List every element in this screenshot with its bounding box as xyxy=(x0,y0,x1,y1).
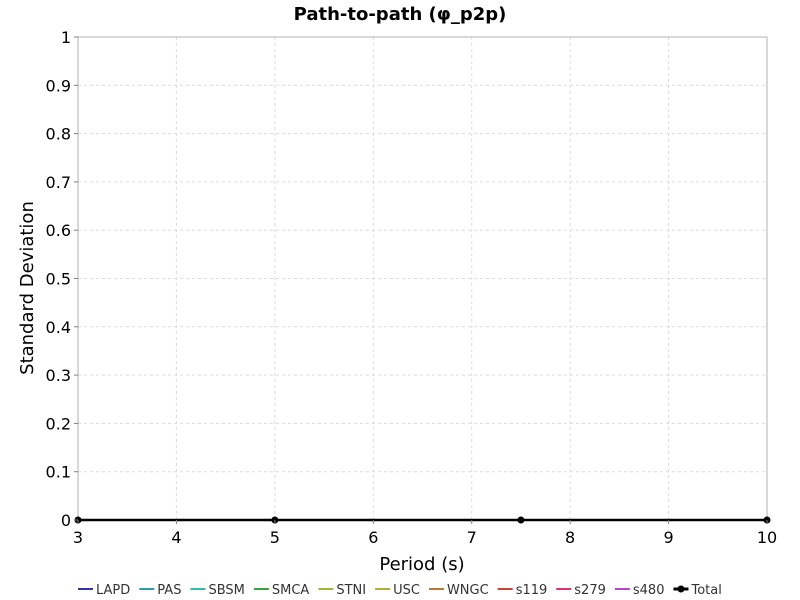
y-tick-label: 0.6 xyxy=(46,221,71,240)
x-tick-label: 9 xyxy=(663,528,673,547)
y-tick-label: 0 xyxy=(61,511,71,530)
legend-label: s480 xyxy=(633,583,665,598)
series-lines xyxy=(74,516,771,524)
y-tick-label: 0.5 xyxy=(46,270,71,289)
legend-label: LAPD xyxy=(96,583,130,598)
x-axis-label: Period (s) xyxy=(379,554,464,575)
legend-item-lapd: LAPD xyxy=(78,583,130,598)
y-tick-label: 1 xyxy=(61,28,71,47)
legend-label: s119 xyxy=(516,583,548,598)
legend-label: s279 xyxy=(574,583,606,598)
legend-item-smca: SMCA xyxy=(253,583,310,598)
legend-item-s119: s119 xyxy=(497,583,548,598)
legend-label: SMCA xyxy=(272,583,310,598)
x-tick-label: 10 xyxy=(757,528,777,547)
data-point-total xyxy=(517,516,525,524)
gridlines xyxy=(77,36,768,521)
legend-item-total: Total xyxy=(673,583,722,598)
legend: LAPD PAS SBSM SMCA STNI USC WNGC s119 s279 s480 To… xyxy=(78,583,722,598)
chart-title: Path-to-path (φ_p2p) xyxy=(294,4,507,25)
x-tick-label: 5 xyxy=(270,528,280,547)
y-axis-ticks: 0 0.1 0.2 0.3 0.4 0.5 0.6 0.7 0.8 0.9 1 xyxy=(46,28,78,530)
x-tick-label: 7 xyxy=(467,528,477,547)
legend-label: SBSM xyxy=(208,583,244,598)
legend-item-stni: STNI xyxy=(318,583,366,598)
y-tick-label: 0.9 xyxy=(46,76,71,95)
x-axis-ticks: 3 4 5 6 7 8 9 10 xyxy=(73,520,777,547)
legend-item-sbsm: SBSM xyxy=(190,583,245,598)
legend-label: STNI xyxy=(336,583,366,598)
x-tick-label: 8 xyxy=(565,528,575,547)
x-tick-label: 3 xyxy=(73,528,83,547)
legend-item-wngc: WNGC xyxy=(428,583,489,598)
legend-label: WNGC xyxy=(447,583,489,598)
legend-label: PAS xyxy=(157,583,181,598)
y-axis-label: Standard Deviation xyxy=(17,201,38,375)
legend-item-usc: USC xyxy=(375,583,420,598)
y-tick-label: 0.3 xyxy=(46,366,71,385)
legend-item-pas: PAS xyxy=(139,583,181,598)
y-tick-label: 0.8 xyxy=(46,125,71,144)
x-tick-label: 6 xyxy=(368,528,378,547)
y-tick-label: 0.4 xyxy=(46,318,71,337)
y-tick-label: 0.7 xyxy=(46,173,71,192)
legend-item-s480: s480 xyxy=(614,583,665,598)
y-tick-label: 0.1 xyxy=(46,463,71,482)
legend-label: Total xyxy=(690,583,721,598)
legend-label: USC xyxy=(393,583,420,598)
x-tick-label: 4 xyxy=(171,528,181,547)
y-tick-label: 0.2 xyxy=(46,414,71,433)
legend-item-s279: s279 xyxy=(556,583,606,598)
legend-marker xyxy=(677,585,685,593)
